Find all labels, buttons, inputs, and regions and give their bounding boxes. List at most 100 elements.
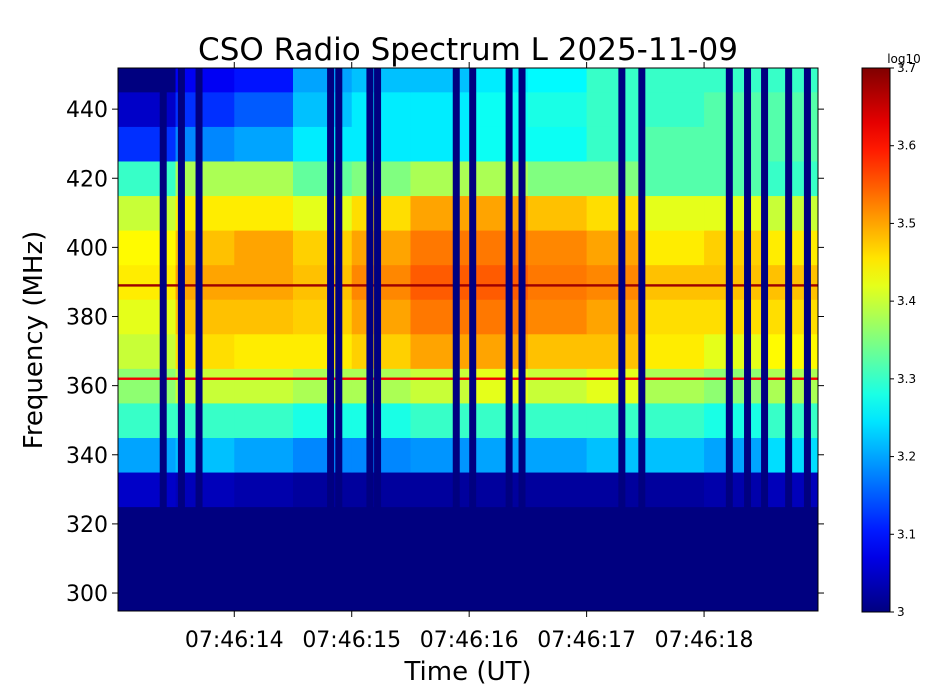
heatmap-cell	[762, 368, 818, 404]
heatmap-cell	[586, 402, 646, 438]
heatmap-cell	[175, 402, 235, 438]
band-line	[118, 284, 818, 287]
heatmap-cell	[234, 160, 294, 197]
heatmap-cell	[410, 506, 470, 542]
heatmap-cell	[762, 91, 818, 127]
heatmap-cell	[645, 437, 705, 473]
heatmap-cell	[175, 195, 235, 231]
x-tick-label: 07:46:17	[537, 628, 636, 653]
heatmap-cell	[410, 126, 470, 162]
heatmap-cell	[118, 126, 177, 162]
heatmap-cell	[234, 91, 294, 127]
heatmap-cell	[175, 68, 235, 93]
heatmap-cell	[234, 68, 294, 93]
dropout-stripe	[177, 68, 185, 611]
heatmap-cell	[351, 368, 411, 404]
heatmap-cell	[586, 437, 646, 473]
heatmap-cell	[293, 437, 353, 473]
dropout-stripe	[195, 68, 203, 611]
heatmap-cell	[351, 575, 411, 611]
heatmap-cell	[762, 472, 818, 508]
heatmap-cell	[351, 264, 411, 300]
heatmap-cell	[527, 402, 588, 438]
colorbar-label: log10	[887, 52, 921, 66]
heatmap-cell	[410, 230, 470, 266]
heatmap-cell	[234, 368, 294, 404]
heatmap-cell	[175, 160, 235, 197]
heatmap-cell	[527, 472, 588, 508]
heatmap-cell	[234, 472, 294, 508]
heatmap-cell	[293, 160, 353, 197]
heatmap-cell	[234, 230, 294, 266]
heatmap-cell	[234, 437, 294, 473]
heatmap-cell	[293, 126, 353, 162]
dropout-stripe	[366, 68, 374, 611]
heatmap-cell	[410, 472, 470, 508]
heatmap-cell	[351, 333, 411, 369]
heatmap-cell	[527, 264, 588, 300]
colorbar-tick-label: 3.4	[897, 294, 916, 308]
heatmap-cell	[527, 575, 588, 611]
heatmap-cell	[293, 472, 353, 508]
heatmap-cell	[704, 402, 764, 438]
heatmap-cell	[645, 506, 705, 542]
heatmap-cell	[118, 230, 177, 266]
heatmap-cell	[645, 91, 705, 127]
heatmap-cell	[175, 541, 235, 577]
heatmap-cell	[586, 472, 646, 508]
heatmap-cell	[234, 402, 294, 438]
heatmap-cell	[704, 506, 764, 542]
heatmap-cell	[410, 299, 470, 335]
heatmap-cell	[410, 541, 470, 577]
heatmap-cell	[118, 195, 177, 231]
dropout-stripe	[159, 68, 167, 611]
heatmap-cell	[293, 506, 353, 542]
heatmap-cell	[118, 333, 177, 369]
heatmap-cell	[175, 299, 235, 335]
heatmap-cell	[704, 472, 764, 508]
heatmap-cell	[118, 541, 177, 577]
y-tick-label: 440	[66, 98, 108, 123]
heatmap-cell	[762, 575, 818, 611]
heatmap-cell	[762, 160, 818, 197]
heatmap-cell	[118, 402, 177, 438]
heatmap-cell	[586, 91, 646, 127]
heatmap-cell	[586, 299, 646, 335]
heatmap-cell	[293, 575, 353, 611]
dropout-stripe	[518, 68, 526, 611]
heatmap-cell	[351, 230, 411, 266]
heatmap-cell	[118, 575, 177, 611]
heatmap-cell	[410, 91, 470, 127]
heatmap-cell	[410, 437, 470, 473]
heatmap-cell	[527, 506, 588, 542]
plot-area	[118, 68, 818, 611]
heatmap-cell	[175, 91, 235, 127]
heatmap-cell	[527, 368, 588, 404]
heatmap-cell	[118, 437, 177, 473]
heatmap-cell	[175, 333, 235, 369]
y-tick-label: 400	[66, 236, 108, 261]
heatmap-cell	[527, 160, 588, 197]
heatmap-cell	[527, 437, 588, 473]
heatmap-cell	[586, 368, 646, 404]
heatmap-cell	[704, 333, 764, 369]
dropout-stripe	[505, 68, 513, 611]
heatmap-cell	[234, 541, 294, 577]
heatmap-cell	[175, 368, 235, 404]
heatmap-cell	[118, 264, 177, 300]
heatmap-cell	[351, 299, 411, 335]
heatmap-cell	[175, 437, 235, 473]
heatmap-cell	[645, 333, 705, 369]
heatmap-cell	[645, 402, 705, 438]
heatmap-cell	[234, 126, 294, 162]
colorbar-tick-label: 3	[897, 605, 905, 619]
dropout-stripe	[761, 68, 769, 611]
heatmap-cell	[351, 160, 411, 197]
heatmap-cell	[527, 333, 588, 369]
heatmap-cell	[410, 68, 470, 93]
heatmap-cell	[118, 68, 177, 93]
heatmap-cell	[645, 195, 705, 231]
heatmap-cell	[586, 575, 646, 611]
heatmap-cell	[118, 506, 177, 542]
heatmap-cell	[118, 368, 177, 404]
